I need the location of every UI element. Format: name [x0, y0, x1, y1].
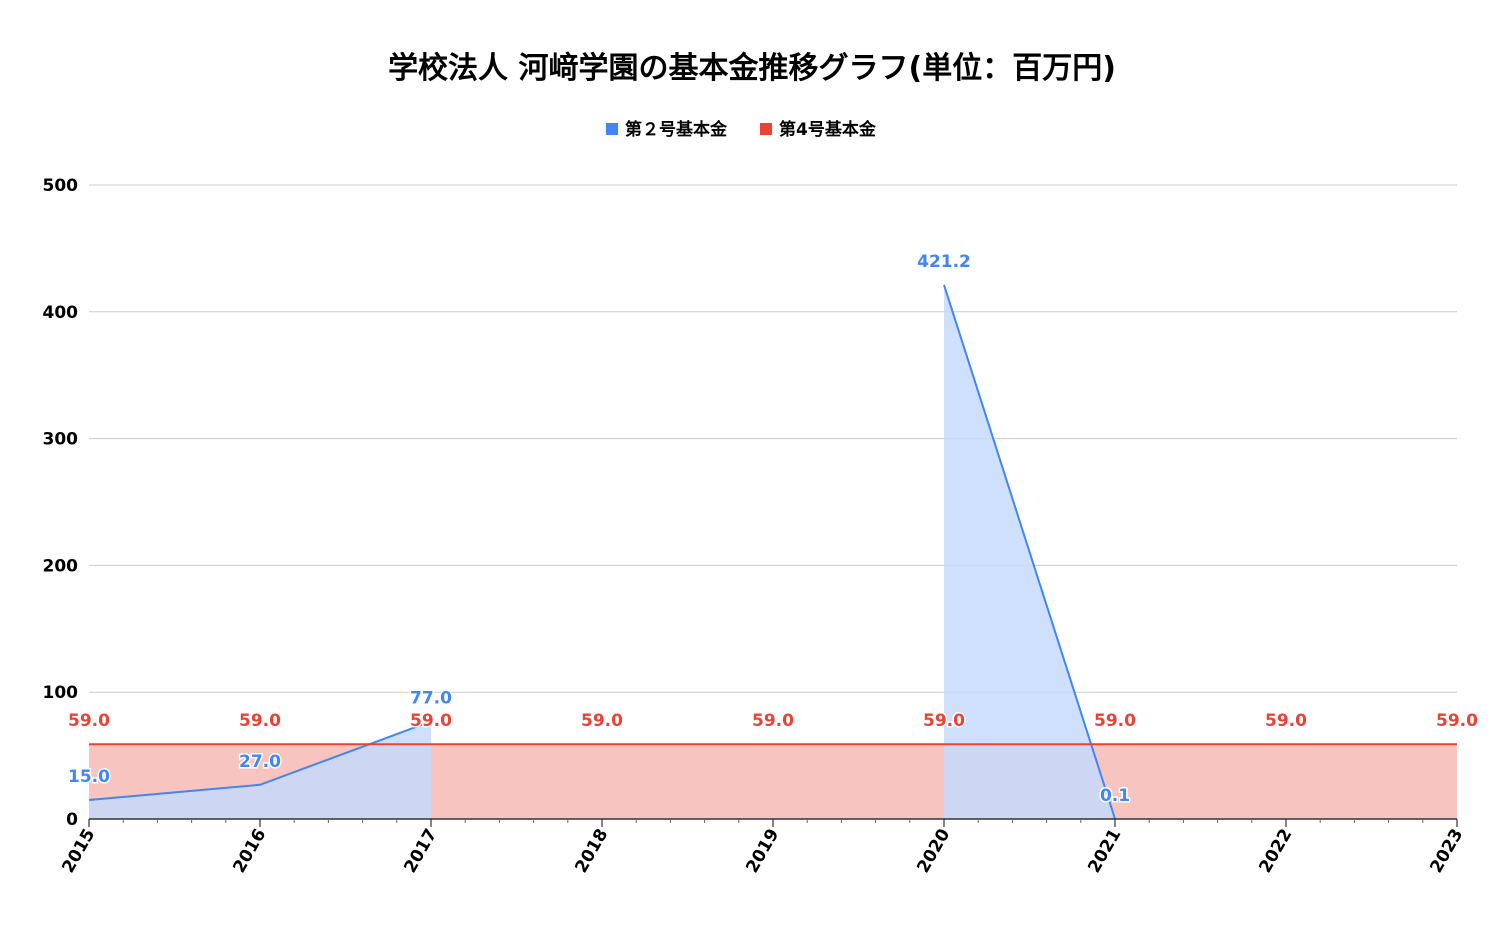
y-tick-label: 500 [43, 176, 79, 196]
data-label-series-1: 421.2 [917, 252, 971, 272]
data-label-series-1: 77.0 [410, 688, 452, 708]
x-tick-label: 2017 [400, 826, 441, 877]
legend-label-1: 第２号基本金 [625, 119, 728, 140]
series-areas [89, 284, 1457, 819]
data-label-series-2: 59.0 [1436, 711, 1478, 731]
data-label-series-1: 0.1 [1100, 786, 1130, 806]
area-series-1 [89, 721, 431, 819]
data-label-series-2: 59.0 [68, 711, 110, 731]
x-tick-label: 2015 [58, 826, 99, 877]
y-tick-label: 300 [43, 430, 79, 450]
y-tick-label: 400 [43, 303, 79, 323]
data-label-series-2: 59.0 [752, 711, 794, 731]
legend-swatch-2 [760, 123, 772, 135]
x-tick-label: 2016 [229, 826, 270, 877]
y-tick-label: 200 [43, 556, 79, 576]
gridlines [89, 184, 1457, 693]
data-label-series-2: 59.0 [1094, 711, 1136, 731]
data-label-series-2: 59.0 [1265, 711, 1307, 731]
y-axis: 0 100 200 300 400 500 [43, 176, 79, 830]
line-series-1 [943, 284, 1116, 820]
x-tick-label: 2019 [742, 826, 783, 877]
data-label-series-2: 59.0 [239, 711, 281, 731]
line-series-1 [88, 720, 432, 801]
legend: 第２号基本金 第4号基本金 [606, 119, 877, 140]
x-tick-label: 2018 [571, 826, 612, 877]
data-label-series-1: 15.0 [68, 767, 110, 787]
data-label-series-2: 59.0 [581, 711, 623, 731]
data-label-series-2: 59.0 [923, 711, 965, 731]
x-tick-label: 2022 [1255, 826, 1296, 877]
x-axis: 2015 2016 2017 2018 2019 2020 2021 2022 2023 [58, 818, 1467, 877]
legend-label-2: 第4号基本金 [779, 119, 877, 140]
data-label-series-1: 27.0 [239, 752, 281, 772]
data-labels: 15.0 27.0 77.0 421.2 0.1 59.0 59.0 59.0 59.0 59.0… [67, 250, 1480, 807]
x-tick-label: 2021 [1084, 826, 1125, 877]
series-lines [88, 284, 1457, 820]
x-tick-label: 2023 [1426, 826, 1467, 877]
legend-swatch-1 [606, 123, 618, 135]
y-tick-label: 0 [66, 810, 78, 830]
data-label-series-2: 59.0 [410, 711, 452, 731]
y-tick-label: 100 [43, 683, 79, 703]
x-tick-label: 2020 [913, 825, 954, 876]
chart-title: 学校法人 河﨑学園の基本金推移グラフ(単位：百万円) [388, 51, 1116, 86]
